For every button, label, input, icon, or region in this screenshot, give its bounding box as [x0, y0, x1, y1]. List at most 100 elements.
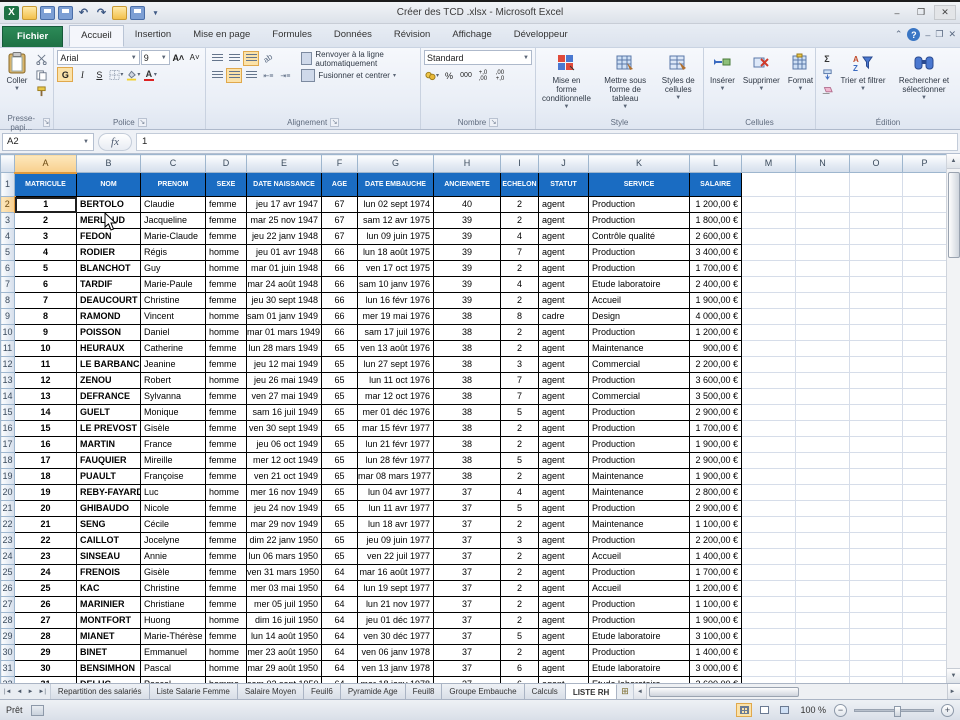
empty-cell[interactable]: [795, 580, 850, 597]
empty-cell[interactable]: [849, 516, 903, 533]
cell[interactable]: 1: [14, 196, 77, 213]
cell[interactable]: ven 17 oct 1975: [357, 260, 434, 277]
cell[interactable]: 37: [433, 676, 501, 683]
cell[interactable]: 8: [14, 308, 77, 325]
cell[interactable]: Christiane: [140, 596, 206, 613]
fill-color-icon[interactable]: ▾: [125, 67, 141, 82]
cell[interactable]: femme: [205, 500, 247, 517]
cell[interactable]: femme: [205, 420, 247, 437]
autosum-icon[interactable]: Σ: [824, 53, 830, 64]
empty-cell[interactable]: [902, 452, 947, 469]
cell[interactable]: Robert: [140, 372, 206, 389]
open-icon[interactable]: [22, 5, 37, 20]
cell[interactable]: mar 12 oct 1976: [357, 388, 434, 405]
cell[interactable]: Gisèle: [140, 564, 206, 581]
cell[interactable]: lun 16 févr 1976: [357, 292, 434, 309]
customize-qat-icon[interactable]: ▾: [153, 9, 158, 17]
empty-cell[interactable]: [849, 612, 903, 629]
cell[interactable]: 19: [14, 484, 77, 501]
cell[interactable]: mer 19 mai 1976: [357, 308, 434, 325]
cell[interactable]: 2: [500, 644, 539, 661]
cell[interactable]: 2 400,00 €: [689, 276, 742, 293]
cell[interactable]: 5: [500, 452, 539, 469]
tab-accueil[interactable]: Accueil: [69, 25, 124, 47]
row-header-2[interactable]: 2: [0, 196, 16, 213]
cell[interactable]: femme: [205, 452, 247, 469]
empty-cell[interactable]: [795, 660, 850, 677]
vertical-scroll-thumb[interactable]: [947, 172, 960, 258]
empty-cell[interactable]: [741, 596, 796, 613]
cell[interactable]: Claudie: [140, 196, 206, 213]
undo-icon[interactable]: ↶: [78, 7, 89, 19]
cell[interactable]: mar 01 juin 1948: [246, 260, 322, 277]
cell[interactable]: KAC: [76, 580, 141, 597]
cell[interactable]: 1 100,00 €: [689, 516, 742, 533]
align-left-icon[interactable]: [209, 68, 225, 83]
row-header-24[interactable]: 24: [0, 548, 15, 565]
merge-center-button[interactable]: Fusionner et centrer ▾: [299, 68, 417, 83]
empty-cell[interactable]: [741, 388, 796, 405]
cell[interactable]: 39: [433, 292, 501, 309]
cell[interactable]: 37: [433, 660, 501, 677]
cell[interactable]: 1 700,00 €: [689, 260, 742, 277]
cell[interactable]: Maintenance: [588, 340, 690, 357]
empty-cell[interactable]: [902, 580, 947, 597]
cell[interactable]: agent: [538, 276, 589, 293]
cell[interactable]: lun 21 févr 1977: [357, 436, 434, 453]
align-right-icon[interactable]: [243, 68, 259, 83]
cell[interactable]: 3 500,00 €: [689, 388, 742, 405]
cell[interactable]: dim 22 janv 1950: [246, 532, 322, 549]
format-as-table-button[interactable]: Mettre sous forme de tableau ▼: [596, 50, 655, 114]
cell[interactable]: 64: [321, 676, 358, 683]
cell[interactable]: 65: [321, 452, 358, 469]
empty-cell[interactable]: [849, 388, 903, 405]
normal-view-icon[interactable]: [736, 703, 753, 717]
cell[interactable]: MIANET: [76, 628, 141, 645]
cell[interactable]: 11: [14, 356, 77, 373]
cell[interactable]: 38: [433, 324, 501, 341]
cell[interactable]: mar 15 févr 1977: [357, 420, 434, 437]
cell[interactable]: Production: [588, 644, 690, 661]
cell[interactable]: Production: [588, 500, 690, 517]
cell[interactable]: 38: [433, 420, 501, 437]
column-header-C[interactable]: C: [140, 154, 206, 173]
restore-button[interactable]: ❐: [916, 7, 926, 17]
workbook-restore-icon[interactable]: ❐: [935, 29, 944, 39]
empty-cell[interactable]: [902, 612, 947, 629]
cell[interactable]: mer 05 juil 1950: [246, 596, 322, 613]
empty-cell[interactable]: [849, 196, 903, 213]
cell[interactable]: homme: [205, 644, 247, 661]
cell[interactable]: femme: [205, 340, 247, 357]
cell[interactable]: lun 28 févr 1977: [357, 452, 434, 469]
workbook-minimize-icon[interactable]: –: [925, 29, 931, 40]
empty-cell[interactable]: [849, 292, 903, 309]
empty-cell[interactable]: [849, 420, 903, 437]
cell[interactable]: agent: [538, 644, 589, 661]
empty-cell[interactable]: [849, 644, 903, 661]
cell[interactable]: Pascal: [140, 676, 206, 683]
cell[interactable]: femme: [205, 436, 247, 453]
empty-cell[interactable]: [795, 340, 850, 357]
row-header-30[interactable]: 30: [0, 644, 15, 661]
table-header-cell[interactable]: ANCIENNETE: [433, 172, 501, 197]
row-header-10[interactable]: 10: [0, 324, 15, 341]
empty-cell[interactable]: [741, 292, 796, 309]
cell[interactable]: 7: [500, 388, 539, 405]
cell[interactable]: Emmanuel: [140, 644, 206, 661]
empty-cell[interactable]: [795, 644, 850, 661]
cell[interactable]: agent: [538, 660, 589, 677]
empty-cell[interactable]: [795, 372, 850, 389]
cell[interactable]: agent: [538, 388, 589, 405]
cell[interactable]: agent: [538, 548, 589, 565]
empty-cell[interactable]: [849, 628, 903, 645]
cell[interactable]: 38: [433, 340, 501, 357]
cell[interactable]: ven 31 mars 1950: [246, 564, 322, 581]
empty-cell[interactable]: [795, 436, 850, 453]
cell[interactable]: 2: [500, 468, 539, 485]
sheet-tab-pyramide-age[interactable]: Pyramide Age: [340, 684, 406, 699]
scroll-right-icon[interactable]: ►: [947, 684, 960, 699]
save-as-icon[interactable]: [58, 5, 73, 20]
cell[interactable]: lun 18 avr 1977: [357, 516, 434, 533]
row-header-3[interactable]: 3: [0, 212, 15, 229]
